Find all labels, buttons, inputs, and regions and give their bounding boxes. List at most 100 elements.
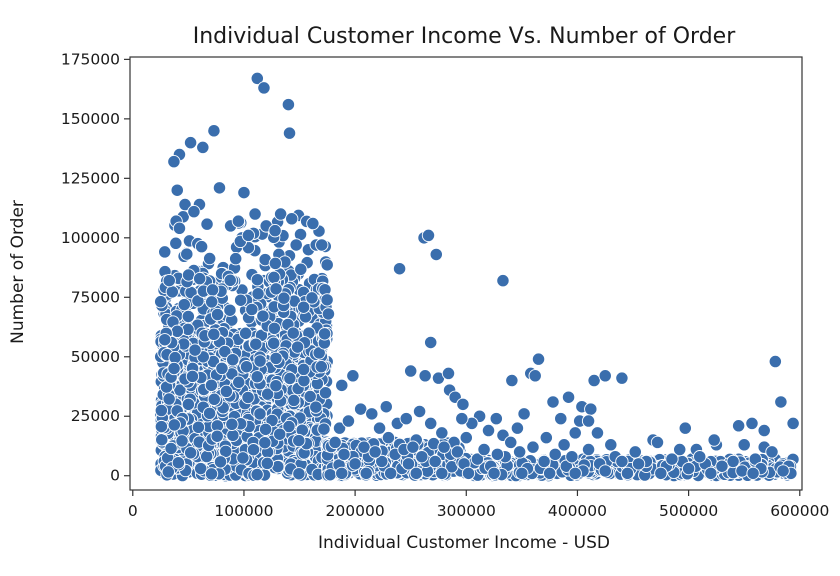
data-point <box>455 411 469 426</box>
data-point <box>628 445 642 459</box>
data-point <box>249 337 263 351</box>
data-point <box>161 465 175 479</box>
data-point <box>303 389 317 404</box>
data-point <box>194 239 209 254</box>
data-point <box>428 454 442 469</box>
data-point <box>590 426 605 440</box>
data-point <box>177 297 191 312</box>
data-point <box>487 466 501 480</box>
data-point <box>335 466 349 480</box>
data-point <box>517 407 531 421</box>
data-point <box>561 390 576 404</box>
data-point <box>776 464 790 478</box>
data-point <box>296 300 311 314</box>
data-point <box>286 326 300 340</box>
data-point <box>392 262 407 276</box>
data-point <box>437 440 451 454</box>
data-point <box>154 403 169 418</box>
data-point <box>673 442 687 457</box>
data-point <box>207 392 221 406</box>
data-point <box>365 407 379 421</box>
data-point <box>253 407 267 421</box>
data-point <box>287 393 301 408</box>
data-point <box>167 361 181 376</box>
data-point <box>236 451 250 465</box>
x-tick-label: 500000 <box>659 502 718 520</box>
data-point <box>188 343 202 357</box>
data-point <box>323 468 337 482</box>
data-point <box>250 370 264 384</box>
data-point <box>194 461 208 476</box>
data-point <box>239 360 254 374</box>
data-point <box>450 445 465 459</box>
data-point <box>207 124 221 138</box>
data-point <box>204 467 219 481</box>
data-point <box>223 303 237 317</box>
data-point <box>260 387 275 401</box>
data-point <box>598 464 612 478</box>
data-point <box>418 369 432 383</box>
x-tick-label: 600000 <box>770 502 829 520</box>
data-point <box>292 433 306 448</box>
data-point <box>665 452 679 466</box>
data-point <box>225 417 239 431</box>
data-point <box>526 440 540 454</box>
data-point <box>154 294 168 309</box>
x-tick-label: 0 <box>128 502 138 520</box>
data-point <box>193 271 207 286</box>
data-point <box>162 392 176 406</box>
data-point <box>461 466 476 480</box>
data-point <box>441 366 456 381</box>
data-point <box>245 302 259 317</box>
y-tick-label: 100000 <box>61 229 120 247</box>
data-point <box>218 344 232 359</box>
data-point <box>283 371 297 386</box>
data-point <box>693 450 707 464</box>
data-point <box>435 466 449 480</box>
data-point <box>707 433 721 447</box>
data-point <box>604 438 618 452</box>
data-point <box>173 383 187 397</box>
data-point <box>258 422 273 436</box>
y-tick-label: 0 <box>110 467 120 485</box>
data-point <box>726 454 740 469</box>
data-point <box>481 423 496 438</box>
data-point <box>180 247 194 261</box>
data-point <box>496 273 510 288</box>
x-axis-label: Individual Customer Income - USD <box>318 533 610 553</box>
data-point <box>581 414 596 428</box>
data-point <box>348 457 362 471</box>
x-tick-label: 200000 <box>326 502 385 520</box>
data-point <box>375 454 389 469</box>
data-point <box>237 185 251 200</box>
data-point <box>490 447 505 461</box>
data-point <box>399 411 413 426</box>
y-tick-label: 25000 <box>71 407 120 425</box>
data-point <box>615 371 629 385</box>
data-point <box>170 324 184 338</box>
data-point <box>183 135 198 150</box>
data-point <box>256 309 270 323</box>
data-point <box>253 354 267 368</box>
data-point <box>232 375 246 389</box>
data-point <box>354 402 368 416</box>
data-point <box>223 273 237 287</box>
data-point <box>241 390 255 405</box>
data-point <box>435 426 449 440</box>
data-point <box>289 238 303 252</box>
x-tick-label: 400000 <box>548 502 607 520</box>
data-point <box>357 440 371 454</box>
data-point <box>768 354 782 369</box>
data-point <box>421 228 436 243</box>
data-point <box>346 369 360 383</box>
data-point <box>196 140 210 155</box>
data-point <box>746 466 760 480</box>
data-point <box>294 262 308 276</box>
data-point <box>715 459 729 473</box>
data-point <box>175 434 189 448</box>
data-point <box>735 464 749 478</box>
data-point <box>219 384 234 399</box>
data-point <box>292 467 306 481</box>
data-point <box>226 428 240 442</box>
data-point <box>296 362 311 377</box>
